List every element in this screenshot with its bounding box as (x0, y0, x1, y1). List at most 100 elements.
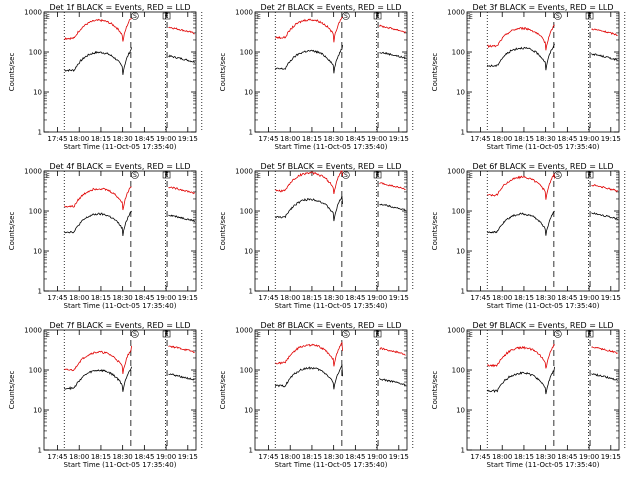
flag-end-label: E (165, 172, 169, 179)
x-tick-label: 19:00 (579, 135, 599, 143)
x-tick-label: 19:00 (156, 294, 176, 302)
flag-start-icon (342, 12, 350, 20)
series-lld-post (379, 347, 406, 356)
y-tick-label: 1000 (24, 327, 42, 335)
panel-9: Det 9f BLACK = Events, RED = LLD 1 10 100 10… (431, 321, 626, 469)
corner-flag-label: E (257, 14, 261, 21)
y-tick-label: 10 (244, 407, 253, 415)
flag-start-label: S (133, 172, 137, 179)
series-lld-main (64, 17, 132, 42)
x-tick-label: 18:30 (536, 135, 556, 143)
y-tick-label: 100 (452, 49, 465, 57)
y-tick-label: 10 (33, 89, 42, 97)
flag-end-label: E (376, 13, 380, 20)
y-tick-label: 10 (33, 248, 42, 256)
x-tick-label: 18:30 (324, 294, 344, 302)
y-tick-label: 1000 (447, 9, 465, 17)
flag-start-icon (554, 12, 562, 20)
corner-flag-label: E (46, 173, 50, 180)
x-tick-label: 18:15 (91, 135, 111, 143)
plot-frame (254, 11, 408, 133)
series-lld-post (168, 26, 195, 35)
y-axis-label: Counts/sec (8, 212, 16, 251)
flag-end-icon (373, 330, 382, 338)
series-events-post (168, 373, 195, 381)
x-tick-label: 19:15 (389, 135, 409, 143)
x-tick-label: 17:45 (258, 294, 278, 302)
panel-title: Det 2f BLACK = Events, RED = LLD (260, 3, 401, 12)
y-tick-label: 1 (461, 288, 465, 296)
series-events-main (64, 47, 132, 75)
y-tick-label: 1 (249, 288, 253, 296)
corner-flag-label: E (257, 173, 261, 180)
plot-frame (466, 11, 620, 133)
panel-5: Det 5f BLACK = Events, RED = LLD 1 10 100 10… (219, 162, 414, 310)
panel-title: Det 6f BLACK = Events, RED = LLD (472, 162, 613, 171)
corner-flag-label: E (469, 173, 473, 180)
series-lld-main (63, 186, 132, 211)
x-tick-label: 18:45 (345, 453, 365, 461)
x-axis-label: Start Time (11-Oct-05 17:35:40) (487, 143, 600, 151)
x-axis-label: Start Time (11-Oct-05 17:35:40) (64, 143, 177, 151)
x-tick-label: 17:45 (258, 135, 278, 143)
x-tick-label: 17:45 (258, 453, 278, 461)
x-tick-label: 18:00 (280, 453, 300, 461)
x-tick-label: 19:15 (178, 453, 198, 461)
series-events-main (275, 44, 343, 74)
x-tick-label: 19:15 (389, 453, 409, 461)
x-tick-label: 18:45 (134, 453, 154, 461)
corner-flag-label: E (46, 332, 50, 339)
x-tick-label: 19:15 (601, 453, 621, 461)
y-tick-label: 1000 (24, 168, 42, 176)
y-tick-label: 100 (29, 208, 42, 216)
series-events-main (64, 210, 132, 237)
panel-title: Det 4f BLACK = Events, RED = LLD (49, 162, 190, 171)
panel-2: Det 2f BLACK = Events, RED = LLD 1 10 100 10… (219, 3, 414, 151)
flag-end-label: E (165, 13, 169, 20)
series-lld-main (487, 172, 555, 200)
x-tick-label: 19:00 (579, 453, 599, 461)
series-lld-post (591, 346, 618, 355)
series-lld-main (487, 24, 555, 51)
y-tick-label: 1 (249, 447, 253, 455)
y-tick-label: 1000 (447, 168, 465, 176)
flag-start-label: S (556, 13, 560, 20)
flag-end-icon (373, 12, 382, 20)
y-tick-label: 100 (29, 367, 42, 375)
flag-end-label: E (588, 331, 592, 338)
x-tick-label: 17:45 (47, 294, 67, 302)
x-tick-label: 18:30 (536, 453, 556, 461)
series-lld-post (379, 182, 406, 191)
x-tick-label: 18:15 (514, 294, 534, 302)
x-axis-label: Start Time (11-Oct-05 17:35:40) (487, 461, 600, 469)
y-tick-label: 1 (249, 129, 253, 137)
y-axis-label: Counts/sec (219, 371, 227, 410)
x-tick-label: 18:15 (302, 135, 322, 143)
x-tick-label: 19:15 (601, 294, 621, 302)
corner-flag-label: E (469, 14, 473, 21)
x-tick-label: 17:45 (47, 453, 67, 461)
series-events-main (274, 363, 343, 390)
series-lld-main (64, 345, 132, 375)
series-events-main (486, 210, 555, 236)
flag-end-icon (162, 12, 171, 20)
series-events-main (486, 43, 555, 71)
y-tick-label: 10 (456, 248, 465, 256)
x-tick-label: 18:00 (280, 135, 300, 143)
x-tick-label: 18:45 (134, 294, 154, 302)
x-tick-label: 19:00 (367, 135, 387, 143)
plot-frame (43, 170, 197, 292)
series-lld-post (379, 24, 406, 34)
panel-title: Det 1f BLACK = Events, RED = LLD (49, 3, 190, 12)
y-tick-label: 10 (244, 89, 253, 97)
corner-flag-label: E (257, 332, 261, 339)
flag-end-label: E (376, 331, 380, 338)
x-tick-label: 19:00 (367, 453, 387, 461)
x-tick-label: 19:00 (156, 135, 176, 143)
flag-start-label: S (556, 172, 560, 179)
corner-flag-label: E (46, 14, 50, 21)
series-events-post (379, 377, 406, 386)
flag-start-icon (131, 12, 139, 20)
y-tick-label: 1000 (235, 168, 253, 176)
